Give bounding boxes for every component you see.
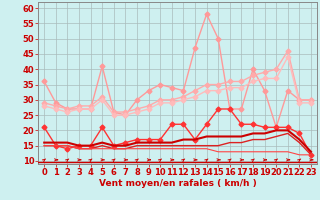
X-axis label: Vent moyen/en rafales ( km/h ): Vent moyen/en rafales ( km/h ) xyxy=(99,179,256,188)
